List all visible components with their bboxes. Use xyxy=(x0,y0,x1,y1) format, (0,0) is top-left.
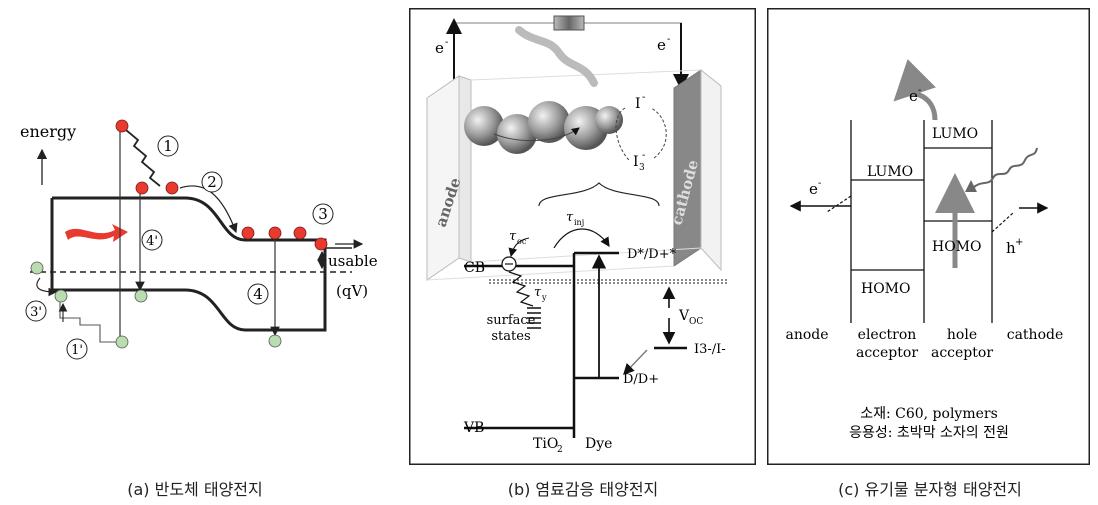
usable-label: usable xyxy=(328,252,378,270)
electron xyxy=(293,226,307,240)
electron xyxy=(314,237,328,251)
dye-molecule xyxy=(595,106,623,134)
panel-b-dye-sensitized: e - e - anode cathode I - I 3 - xyxy=(409,8,756,465)
hole-acceptor-label: acceptor xyxy=(931,345,993,361)
triiodide-sub: 3 xyxy=(639,163,645,173)
electron xyxy=(241,226,255,240)
vb-label: VB xyxy=(463,420,484,436)
caption-b: (b) 염료감응 태양전지 xyxy=(507,480,659,499)
light-wave-icon xyxy=(515,26,598,87)
resistor-icon xyxy=(553,15,585,31)
conduction-band xyxy=(52,196,327,248)
caption-c: (c) 유기물 분자형 태양전지 xyxy=(838,480,1022,499)
e-right-label: e xyxy=(657,36,666,54)
step-3-label: 3 xyxy=(318,205,328,223)
redox-label: I3-/I- xyxy=(694,342,726,357)
e-left-label: e xyxy=(435,39,444,57)
tau-y-label: τ xyxy=(534,285,542,300)
tio2-particle xyxy=(528,101,570,143)
step-1p-label: 1' xyxy=(71,343,83,358)
tio2-particle xyxy=(497,114,537,154)
material-text: 소재: C60, polymers xyxy=(860,406,998,422)
tio2-particle xyxy=(464,106,504,146)
panel-c-border xyxy=(767,8,1090,465)
step-4-label: 4 xyxy=(253,285,263,303)
electron xyxy=(135,181,149,195)
lumo-right-label: LUMO xyxy=(932,126,978,142)
tau-oc-sub: oc xyxy=(517,237,527,246)
step-1-label: 1 xyxy=(163,137,173,155)
valence-band xyxy=(50,198,327,332)
electron xyxy=(268,226,282,240)
panel-c-diagram: e - e - LUMO LUMO HOMO HOMO h + anode el… xyxy=(767,8,1090,465)
e-top-sup: - xyxy=(918,85,921,96)
iodide-sup: - xyxy=(642,92,645,103)
step-4p-label: 4' xyxy=(146,234,158,249)
electron-acceptor-label: acceptor xyxy=(856,345,918,361)
electron xyxy=(115,119,129,133)
step-3p-label: 3' xyxy=(30,305,42,320)
h-label: h xyxy=(1006,239,1016,257)
application-text: 응용성: 초박막 소자의 전원 xyxy=(849,425,1009,441)
electron xyxy=(165,181,179,195)
panel-a-semiconductor: energy 1 2 3 4' 4 xyxy=(0,0,380,470)
dstar-label: D*/D+* xyxy=(627,247,677,262)
hole xyxy=(268,334,282,348)
lumo-left-label: LUMO xyxy=(867,164,913,180)
surface-label: surface xyxy=(487,313,536,328)
energy-label: energy xyxy=(20,122,76,141)
homo-right-label: HOMO xyxy=(932,239,982,255)
e-right-sup: - xyxy=(667,34,670,45)
states-label: states xyxy=(491,329,530,344)
e-left-sup-c: - xyxy=(818,178,821,189)
cathode-label-c: cathode xyxy=(1007,327,1064,343)
panel-b-diagram: e - e - anode cathode I - I 3 - xyxy=(409,8,756,465)
hole xyxy=(30,261,44,275)
photon-wave-icon xyxy=(972,147,1038,189)
anode-label-c: anode xyxy=(785,327,828,343)
e-left-label-c: e xyxy=(809,180,818,198)
tau-y-sub: y xyxy=(541,293,547,302)
h-sup: + xyxy=(1015,237,1023,248)
tau-oc-label: τ xyxy=(509,229,517,244)
dplus-label: D/D+ xyxy=(623,372,659,387)
triiodide-sup: - xyxy=(642,150,645,161)
triiodide-label: I xyxy=(633,154,639,170)
hole xyxy=(54,289,68,303)
hole-label: hole xyxy=(947,327,977,343)
electron-label: electron xyxy=(858,327,917,343)
cb-label: CB xyxy=(464,260,485,276)
photon-arrow-icon xyxy=(65,224,128,242)
qv-label: (qV) xyxy=(336,282,368,300)
hole xyxy=(115,335,129,349)
e-left-sup: - xyxy=(445,37,448,48)
step-2-label: 2 xyxy=(207,173,217,191)
panel-a-diagram: energy 1 2 3 4' 4 xyxy=(20,119,378,360)
tio2-sub: 2 xyxy=(557,445,563,455)
voc-sub: OC xyxy=(689,317,703,327)
electron-transfer-arrow-icon xyxy=(893,59,938,121)
dye-label: Dye xyxy=(585,436,612,452)
voc-label: V xyxy=(678,308,690,324)
tio2-label: TiO xyxy=(533,436,558,452)
tau-inj-sub: inj xyxy=(574,218,584,227)
panel-c-organic: e - e - LUMO LUMO HOMO HOMO h + anode el… xyxy=(767,8,1090,465)
tau-inj-label: τ xyxy=(566,210,574,225)
homo-left-label: HOMO xyxy=(861,281,911,297)
e-top-label: e xyxy=(909,87,918,105)
iodide-label: I xyxy=(635,96,641,112)
caption-a: (a) 반도체 태양전지 xyxy=(127,480,263,499)
hole xyxy=(134,289,148,303)
